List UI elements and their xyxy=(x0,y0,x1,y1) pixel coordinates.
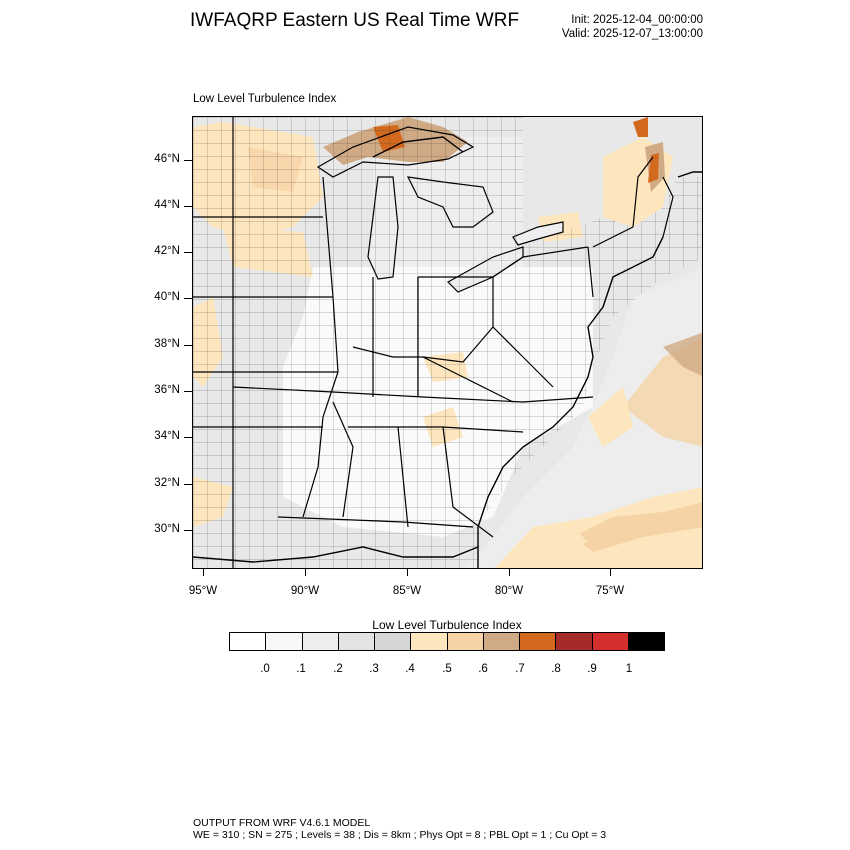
lat-label-46n: 46°N xyxy=(154,153,180,165)
turbulence-map xyxy=(192,116,703,569)
legend-swatch xyxy=(375,633,412,650)
lat-tick xyxy=(184,391,192,392)
legend-tick-label: .1 xyxy=(296,663,306,675)
color-legend-bar xyxy=(229,632,665,651)
valid-time: Valid: 2025-12-07_13:00:00 xyxy=(561,28,703,40)
lat-label-36n: 36°N xyxy=(154,384,180,396)
lon-label-85w: 85°W xyxy=(392,585,422,597)
lat-label-40n: 40°N xyxy=(154,291,180,303)
legend-tick-label: .9 xyxy=(587,663,597,675)
lon-label-90w: 90°W xyxy=(290,585,320,597)
lat-tick xyxy=(184,252,192,253)
legend-swatch xyxy=(628,633,664,650)
lon-label-80w: 80°W xyxy=(494,585,524,597)
lat-label-32n: 32°N xyxy=(154,477,180,489)
legend-swatch xyxy=(520,633,557,650)
lon-label-95w: 95°W xyxy=(188,585,218,597)
legend-swatch xyxy=(302,633,339,650)
legend-tick-label: .0 xyxy=(260,663,270,675)
map-canvas xyxy=(193,117,702,568)
legend-swatch xyxy=(592,633,629,650)
legend-tick-label: .2 xyxy=(333,663,343,675)
lat-tick xyxy=(184,206,192,207)
lon-tick xyxy=(509,569,510,576)
lon-tick xyxy=(610,569,611,576)
map-title: IWFAQRP Eastern US Real Time WRF xyxy=(190,10,520,31)
lat-tick xyxy=(184,345,192,346)
legend-tick-label: .5 xyxy=(442,663,452,675)
legend-tick-label: .8 xyxy=(551,663,561,675)
lat-tick xyxy=(184,437,192,438)
model-info-line1: OUTPUT FROM WRF V4.6.1 MODEL xyxy=(193,817,371,829)
legend-swatch xyxy=(230,633,267,650)
lon-tick xyxy=(305,569,306,576)
legend-tick-label: .7 xyxy=(515,663,525,675)
lat-tick xyxy=(184,484,192,485)
lat-label-34n: 34°N xyxy=(154,430,180,442)
legend-swatch xyxy=(447,633,484,650)
lat-label-44n: 44°N xyxy=(154,199,180,211)
legend-tick-label: .6 xyxy=(478,663,488,675)
lon-label-75w: 75°W xyxy=(595,585,625,597)
lat-tick xyxy=(184,298,192,299)
init-time: Init: 2025-12-04_00:00:00 xyxy=(571,14,703,26)
legend-tick-label: 1 xyxy=(625,663,633,675)
lon-tick xyxy=(203,569,204,576)
plot-label: Low Level Turbulence Index xyxy=(193,93,337,105)
legend-swatch xyxy=(483,633,520,650)
model-info-line2: WE = 310 ; SN = 275 ; Levels = 38 ; Dis … xyxy=(193,829,607,841)
legend-title: Low Level Turbulence Index xyxy=(372,618,522,632)
lat-tick xyxy=(184,530,192,531)
lat-label-42n: 42°N xyxy=(154,245,180,257)
lon-tick xyxy=(407,569,408,576)
legend-swatch xyxy=(338,633,375,650)
lat-label-30n: 30°N xyxy=(154,523,180,535)
legend-tick-label: .4 xyxy=(405,663,415,675)
lat-label-38n: 38°N xyxy=(154,338,180,350)
legend-tick-label: .3 xyxy=(369,663,379,675)
legend-swatch xyxy=(266,633,303,650)
lat-tick xyxy=(184,160,192,161)
legend-swatch xyxy=(411,633,448,650)
legend-swatch xyxy=(556,633,593,650)
